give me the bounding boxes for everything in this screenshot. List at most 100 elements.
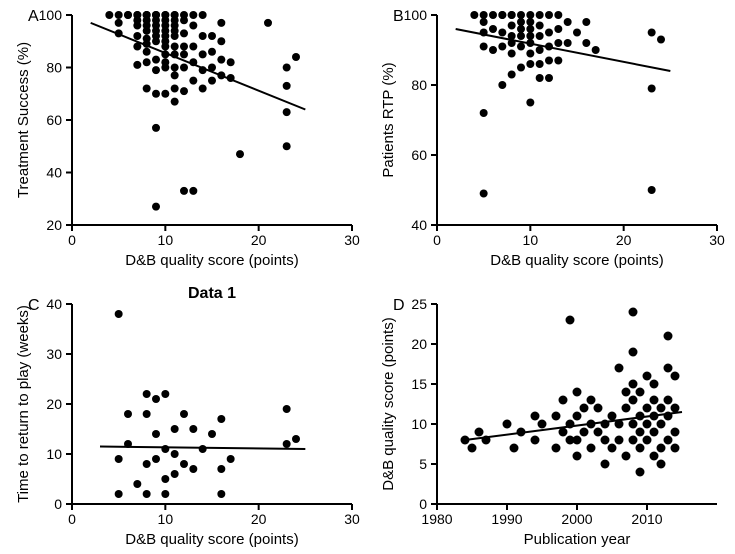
data-point [526,32,534,40]
data-point [564,18,572,26]
panel-c: 0102030010203040D&B quality score (point… [10,280,370,550]
data-point [526,18,534,26]
data-point [105,11,113,19]
data-point [498,43,506,51]
data-point [189,43,197,51]
data-point [292,53,300,61]
data-point [531,412,540,421]
y-tick-label: 20 [411,336,427,352]
data-point [480,109,488,117]
data-point [536,22,544,30]
data-point [199,85,207,93]
data-point [671,444,680,453]
data-point [545,29,553,37]
data-point [648,29,656,37]
x-tick-label: 0 [68,232,76,248]
data-point [657,444,666,453]
panel-subtitle: Data 1 [188,285,236,302]
data-point [554,11,562,19]
data-point [650,412,659,421]
data-point [536,32,544,40]
data-point [124,11,132,19]
data-point [171,64,179,72]
x-tick-label: 10 [523,232,539,248]
trend-line [456,29,671,71]
data-point [199,32,207,40]
x-tick-label: 2000 [561,511,592,527]
data-point [601,436,610,445]
data-point [573,412,582,421]
y-axis-title: Patients RTP (%) [380,62,397,177]
data-point [115,490,123,498]
y-tick-label: 10 [411,416,427,432]
data-point [517,43,525,51]
x-tick-label: 30 [709,232,725,248]
data-point [508,22,516,30]
data-point [143,48,151,56]
x-tick-label: 10 [158,232,174,248]
data-point [526,99,534,107]
data-point [554,25,562,33]
data-point [283,64,291,72]
y-tick-label: 15 [411,376,427,392]
data-point [636,468,645,477]
data-point [152,455,160,463]
data-point [601,420,610,429]
data-point [115,310,123,318]
data-point [629,420,638,429]
data-point [264,19,272,27]
data-point [199,11,207,19]
data-point [615,420,624,429]
data-point [587,396,596,405]
data-point [566,316,575,325]
data-point [133,480,141,488]
data-point [657,404,666,413]
data-point [115,11,123,19]
data-point [143,460,151,468]
data-point [161,50,169,58]
data-point [283,108,291,116]
data-point [152,37,160,45]
data-point [152,203,160,211]
data-point [517,18,525,26]
data-point [671,428,680,437]
data-point [189,11,197,19]
data-point [657,460,666,469]
data-point [664,396,673,405]
data-point [508,32,516,40]
data-point [189,77,197,85]
y-tick-label: 10 [46,446,62,462]
data-point [480,43,488,51]
data-point [283,142,291,150]
data-point [115,29,123,37]
data-point [480,190,488,198]
data-point [564,39,572,47]
data-point [517,64,525,72]
x-tick-label: 2010 [631,511,662,527]
y-tick-label: 40 [46,165,62,181]
data-point [636,428,645,437]
data-point [608,412,617,421]
data-point [517,428,526,437]
x-tick-label: 20 [251,511,267,527]
data-point [161,64,169,72]
data-point [517,25,525,33]
data-point [199,50,207,58]
data-point [236,150,244,158]
data-point [161,90,169,98]
data-point [615,436,624,445]
data-point [199,445,207,453]
data-point [283,405,291,413]
data-point [664,332,673,341]
data-point [498,11,506,19]
data-point [208,48,216,56]
data-point [554,57,562,65]
data-point [217,19,225,27]
data-point [217,490,225,498]
x-tick-label: 1990 [491,511,522,527]
data-point [143,27,151,35]
data-point [517,32,525,40]
data-point [171,43,179,51]
data-point [180,64,188,72]
data-point [580,404,589,413]
